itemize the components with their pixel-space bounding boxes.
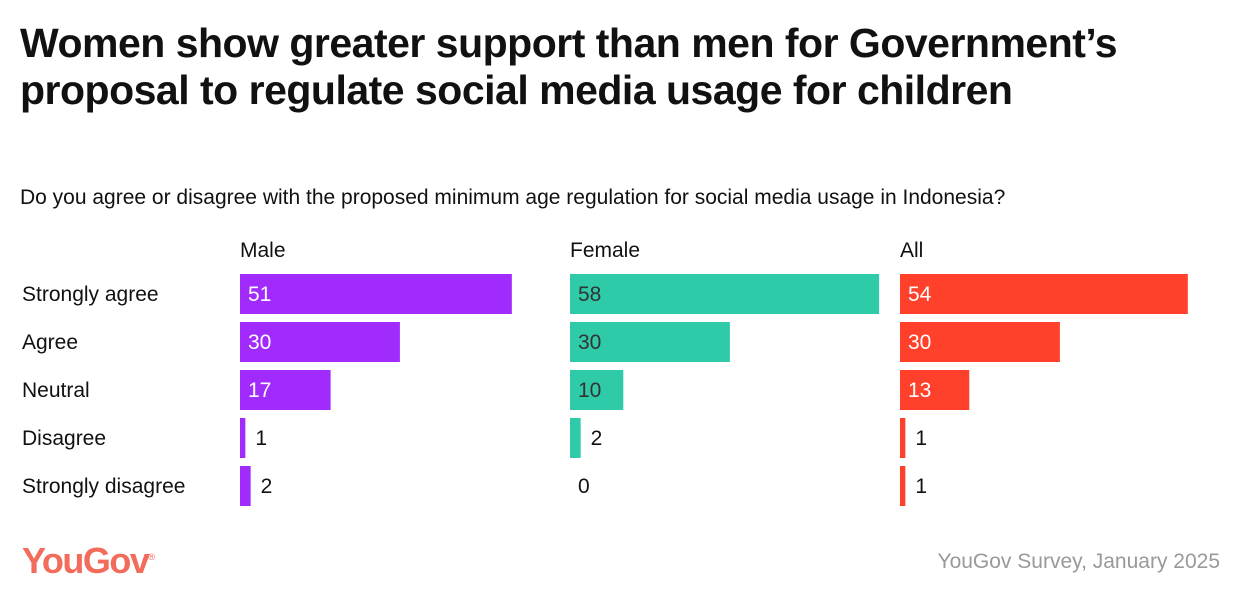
category-label: Strongly disagree <box>22 475 185 498</box>
data-label: 30 <box>578 331 601 354</box>
chart-title: Women show greater support than men for … <box>20 20 1118 113</box>
data-label: 54 <box>908 283 932 306</box>
data-label: 1 <box>915 475 927 498</box>
series-header: All <box>900 239 923 262</box>
data-label: 10 <box>578 379 601 402</box>
data-label: 30 <box>908 331 931 354</box>
bar <box>900 418 906 458</box>
bar <box>240 274 512 314</box>
data-label: 2 <box>591 427 603 450</box>
data-label: 13 <box>908 379 931 402</box>
bar <box>240 418 246 458</box>
yougov-logo: YouGov® <box>22 540 155 581</box>
data-label: 2 <box>261 475 273 498</box>
bar <box>240 370 331 410</box>
series-header: Female <box>570 239 640 262</box>
bar <box>240 466 251 506</box>
bar <box>900 466 906 506</box>
category-label: Disagree <box>22 427 106 450</box>
bar <box>900 274 1188 314</box>
bar <box>240 322 400 362</box>
category-label: Strongly agree <box>22 283 159 306</box>
series-header: Male <box>240 239 286 262</box>
category-label: Neutral <box>22 379 90 402</box>
logo-text: YouGov <box>22 540 150 581</box>
data-label: 51 <box>248 283 271 306</box>
bar <box>570 370 624 410</box>
source-note: YouGov Survey, January 2025 <box>937 550 1220 573</box>
chart-subtitle: Do you agree or disagree with the propos… <box>20 186 1006 209</box>
data-label: 0 <box>578 475 590 498</box>
bar <box>900 322 1060 362</box>
data-label: 17 <box>248 379 271 402</box>
bar <box>900 370 970 410</box>
category-label: Agree <box>22 331 78 354</box>
bar <box>570 322 730 362</box>
data-label: 1 <box>255 427 267 450</box>
data-label: 58 <box>578 283 601 306</box>
data-label: 30 <box>248 331 271 354</box>
data-label: 1 <box>915 427 927 450</box>
bar <box>570 418 581 458</box>
bar <box>570 274 880 314</box>
